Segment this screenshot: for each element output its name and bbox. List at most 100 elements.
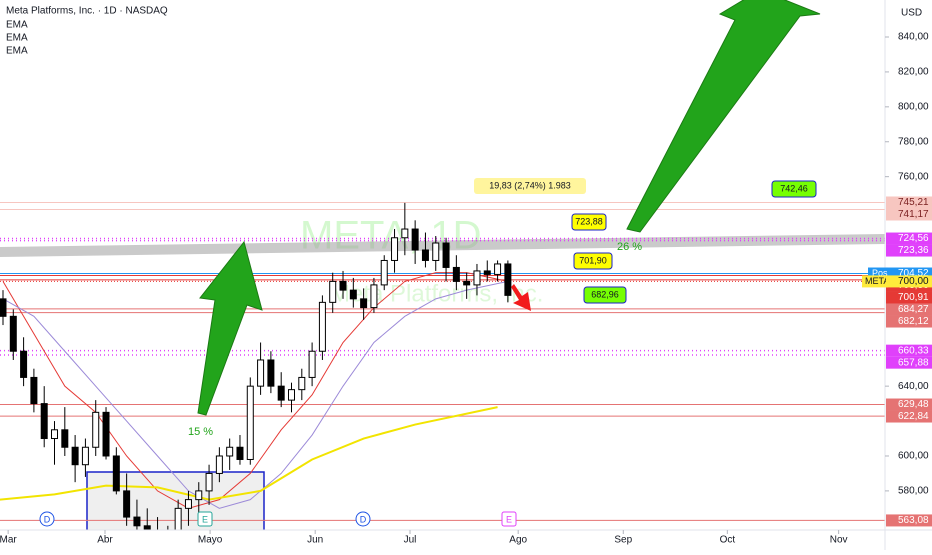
event-label: E	[202, 514, 208, 524]
indicator: EMA	[6, 46, 28, 57]
x-tick-label: Jul	[404, 535, 417, 546]
y-tick-label: 580,00	[898, 486, 929, 497]
y-tick-label: 840,00	[898, 32, 929, 43]
price-tag-label: 704,52	[898, 268, 929, 279]
plot	[0, 0, 885, 530]
candle-body	[246, 385, 254, 460]
y-tick-label: 820,00	[898, 67, 929, 78]
annotation-box	[573, 252, 613, 270]
candle-body	[483, 270, 491, 275]
ema-line	[2, 280, 508, 509]
price-tag-label: 629,48	[898, 399, 929, 410]
candle-body	[452, 266, 460, 282]
candle-body	[174, 507, 182, 530]
y-tick-label: 780,00	[898, 136, 929, 147]
candle-body	[81, 446, 89, 466]
price-tag	[886, 344, 932, 357]
last-price-label: 700,00	[898, 276, 929, 287]
event-label: D	[360, 514, 367, 524]
candle-body	[442, 242, 450, 268]
price-tag-label: 741,17	[898, 209, 929, 220]
price-tag	[886, 303, 932, 316]
candle-body	[380, 259, 388, 286]
annotation-box	[571, 213, 607, 231]
last-price-name: META	[865, 276, 889, 286]
annotation: 15 %	[188, 426, 213, 438]
candle-body	[112, 455, 120, 492]
price-tag	[886, 291, 932, 304]
event-label: D	[44, 514, 51, 524]
candle-body	[143, 525, 151, 530]
price-tag-label: 684,27	[898, 304, 929, 315]
event-marker	[197, 511, 213, 527]
candle-body	[411, 228, 419, 251]
price-tag	[886, 398, 932, 411]
price-tag	[886, 196, 932, 209]
price-tag	[886, 410, 932, 423]
candle-body	[329, 280, 337, 303]
x-tick-label: Mayo	[198, 535, 223, 546]
last-price-name-box	[862, 275, 888, 288]
x-tick-label: Mar	[0, 535, 17, 546]
candle-body	[133, 516, 141, 527]
y-tick-label: 800,00	[898, 101, 929, 112]
candle-body	[308, 350, 316, 378]
price-tag-label: 660,33	[898, 345, 929, 356]
price-tag	[886, 244, 932, 257]
price-tag-label: 724,56	[898, 233, 929, 244]
candle-body	[360, 298, 368, 309]
position-label: Pos	[872, 268, 888, 278]
candle-body	[432, 242, 440, 261]
event-marker	[39, 511, 55, 527]
price-tag-label: 622,84	[898, 411, 929, 422]
annotation: 19,83 (2,74%) 1.983	[489, 180, 571, 190]
candle-body	[92, 411, 100, 448]
price-tag-label: 700,91	[898, 292, 929, 303]
candle-body	[215, 455, 223, 474]
annotation-box	[771, 180, 817, 198]
candle-body	[257, 359, 265, 387]
price-tag	[886, 232, 932, 245]
ema-line	[0, 406, 498, 501]
candle-body	[184, 499, 192, 509]
candle-body	[421, 249, 429, 261]
symbol-title: Meta Platforms, Inc. · 1D · NASDAQ	[6, 6, 168, 17]
candle-body	[318, 301, 326, 352]
x-tick-label: Abr	[97, 535, 113, 546]
price-tag-label: 563,08	[898, 515, 929, 526]
y-tick-label: 600,00	[898, 451, 929, 462]
candle-body	[20, 350, 28, 378]
candle-body	[473, 270, 481, 286]
candle-body	[102, 411, 110, 457]
arrow	[626, 0, 821, 233]
candle-body	[391, 237, 399, 261]
arrow	[511, 284, 531, 311]
band	[0, 234, 885, 257]
candle-body	[494, 263, 502, 275]
currency[interactable]: USD	[901, 8, 922, 19]
annotation: 682,96	[591, 289, 619, 299]
candle-body	[267, 359, 275, 387]
annotation: 723,88	[575, 216, 603, 226]
candle-body	[401, 228, 409, 239]
candle-body	[339, 280, 347, 291]
x-tick-label: Nov	[830, 535, 848, 546]
price-tag	[886, 208, 932, 221]
price-tag	[886, 514, 932, 527]
candle-body	[123, 490, 131, 518]
annotation: 742,46	[780, 183, 808, 193]
annotation-box	[583, 286, 627, 304]
candle-body	[236, 446, 244, 460]
price-tag-label: 723,36	[898, 245, 929, 256]
candle-body	[277, 385, 285, 401]
last-price-tag	[886, 275, 932, 288]
candle-body	[61, 429, 69, 448]
price-tag	[886, 356, 932, 369]
candle-body	[40, 403, 48, 440]
price-tag-label: 682,12	[898, 316, 929, 327]
annotation: 701,90	[579, 255, 607, 265]
ema-line	[2, 272, 508, 509]
event-marker	[355, 511, 371, 527]
